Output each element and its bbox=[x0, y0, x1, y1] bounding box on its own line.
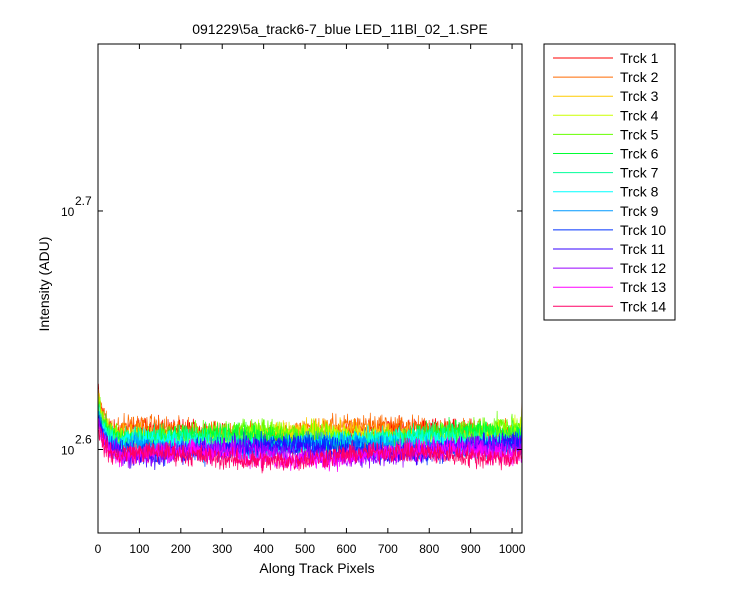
legend-label: Trck 10 bbox=[620, 222, 666, 238]
y-tick-label-exponent: 2.7 bbox=[75, 194, 92, 208]
legend-entry-trck-6: Trck 6 bbox=[553, 146, 659, 162]
legend-label: Trck 13 bbox=[620, 279, 666, 295]
legend-label: Trck 8 bbox=[620, 184, 659, 200]
legend-label: Trck 11 bbox=[620, 241, 665, 257]
x-tick-label: 100 bbox=[129, 542, 149, 556]
legend-label: Trck 5 bbox=[620, 126, 659, 142]
legend-entry-trck-12: Trck 12 bbox=[553, 260, 666, 276]
legend-entry-trck-13: Trck 13 bbox=[553, 279, 666, 295]
legend: Trck 1 Trck 2 Trck 3 Trck 4 Trck 5 Trck 6 Trck… bbox=[543, 43, 676, 321]
x-tick-label: 800 bbox=[419, 542, 439, 556]
legend-entry-trck-8: Trck 8 bbox=[553, 184, 659, 200]
legend-label: Trck 1 bbox=[620, 50, 659, 66]
legend-label: Trck 6 bbox=[620, 146, 659, 162]
legend-entry-trck-2: Trck 2 bbox=[553, 69, 659, 85]
y-tick-label-exponent: 2.6 bbox=[75, 433, 92, 447]
legend-label: Trck 7 bbox=[620, 165, 659, 181]
x-tick-label: 900 bbox=[461, 542, 481, 556]
legend-entry-trck-9: Trck 9 bbox=[553, 203, 659, 219]
plot-area-frame bbox=[97, 43, 523, 534]
legend-box bbox=[543, 43, 676, 321]
series-line-trck-14 bbox=[97, 420, 523, 474]
legend-label: Trck 12 bbox=[620, 260, 666, 276]
x-tick-label: 300 bbox=[212, 542, 232, 556]
x-tick-label: 400 bbox=[254, 542, 274, 556]
legend-entry-trck-10: Trck 10 bbox=[553, 222, 666, 238]
legend-entry-trck-14: Trck 14 bbox=[553, 298, 666, 314]
legend-label: Trck 2 bbox=[620, 69, 659, 85]
y-axis-label: Intensity (ADU) bbox=[36, 237, 52, 332]
x-tick-label: 500 bbox=[295, 542, 315, 556]
y-tick-label-base: 10 bbox=[61, 444, 75, 458]
x-axis-label: Along Track Pixels bbox=[259, 560, 374, 576]
legend-label: Trck 4 bbox=[620, 107, 659, 123]
x-tick-label: 200 bbox=[171, 542, 191, 556]
chart-title: 091229\5a_track6-7_blue LED_11Bl_02_1.SP… bbox=[192, 21, 488, 37]
legend-entry-trck-11: Trck 11 bbox=[553, 241, 665, 257]
legend-entry-trck-4: Trck 4 bbox=[553, 107, 659, 123]
legend-entry-trck-1: Trck 1 bbox=[553, 50, 659, 66]
legend-entry-trck-3: Trck 3 bbox=[553, 88, 659, 104]
legend-entry-trck-5: Trck 5 bbox=[553, 126, 659, 142]
y-tick-label: 102.7 bbox=[61, 194, 92, 219]
y-tick-label-base: 10 bbox=[61, 205, 75, 219]
legend-label: Trck 9 bbox=[620, 203, 659, 219]
plot-series-group bbox=[97, 382, 523, 474]
x-tick-label: 0 bbox=[95, 542, 102, 556]
x-axis-ticks: 0 100 200 300 400 500 600 700 800 900 1000 bbox=[95, 44, 526, 556]
legend-label: Trck 3 bbox=[620, 88, 659, 104]
x-tick-label: 1000 bbox=[499, 542, 526, 556]
y-tick-label: 102.6 bbox=[61, 433, 92, 458]
legend-entry-trck-7: Trck 7 bbox=[553, 165, 659, 181]
x-tick-label: 700 bbox=[378, 542, 398, 556]
x-tick-label: 600 bbox=[336, 542, 356, 556]
legend-label: Trck 14 bbox=[620, 298, 666, 314]
